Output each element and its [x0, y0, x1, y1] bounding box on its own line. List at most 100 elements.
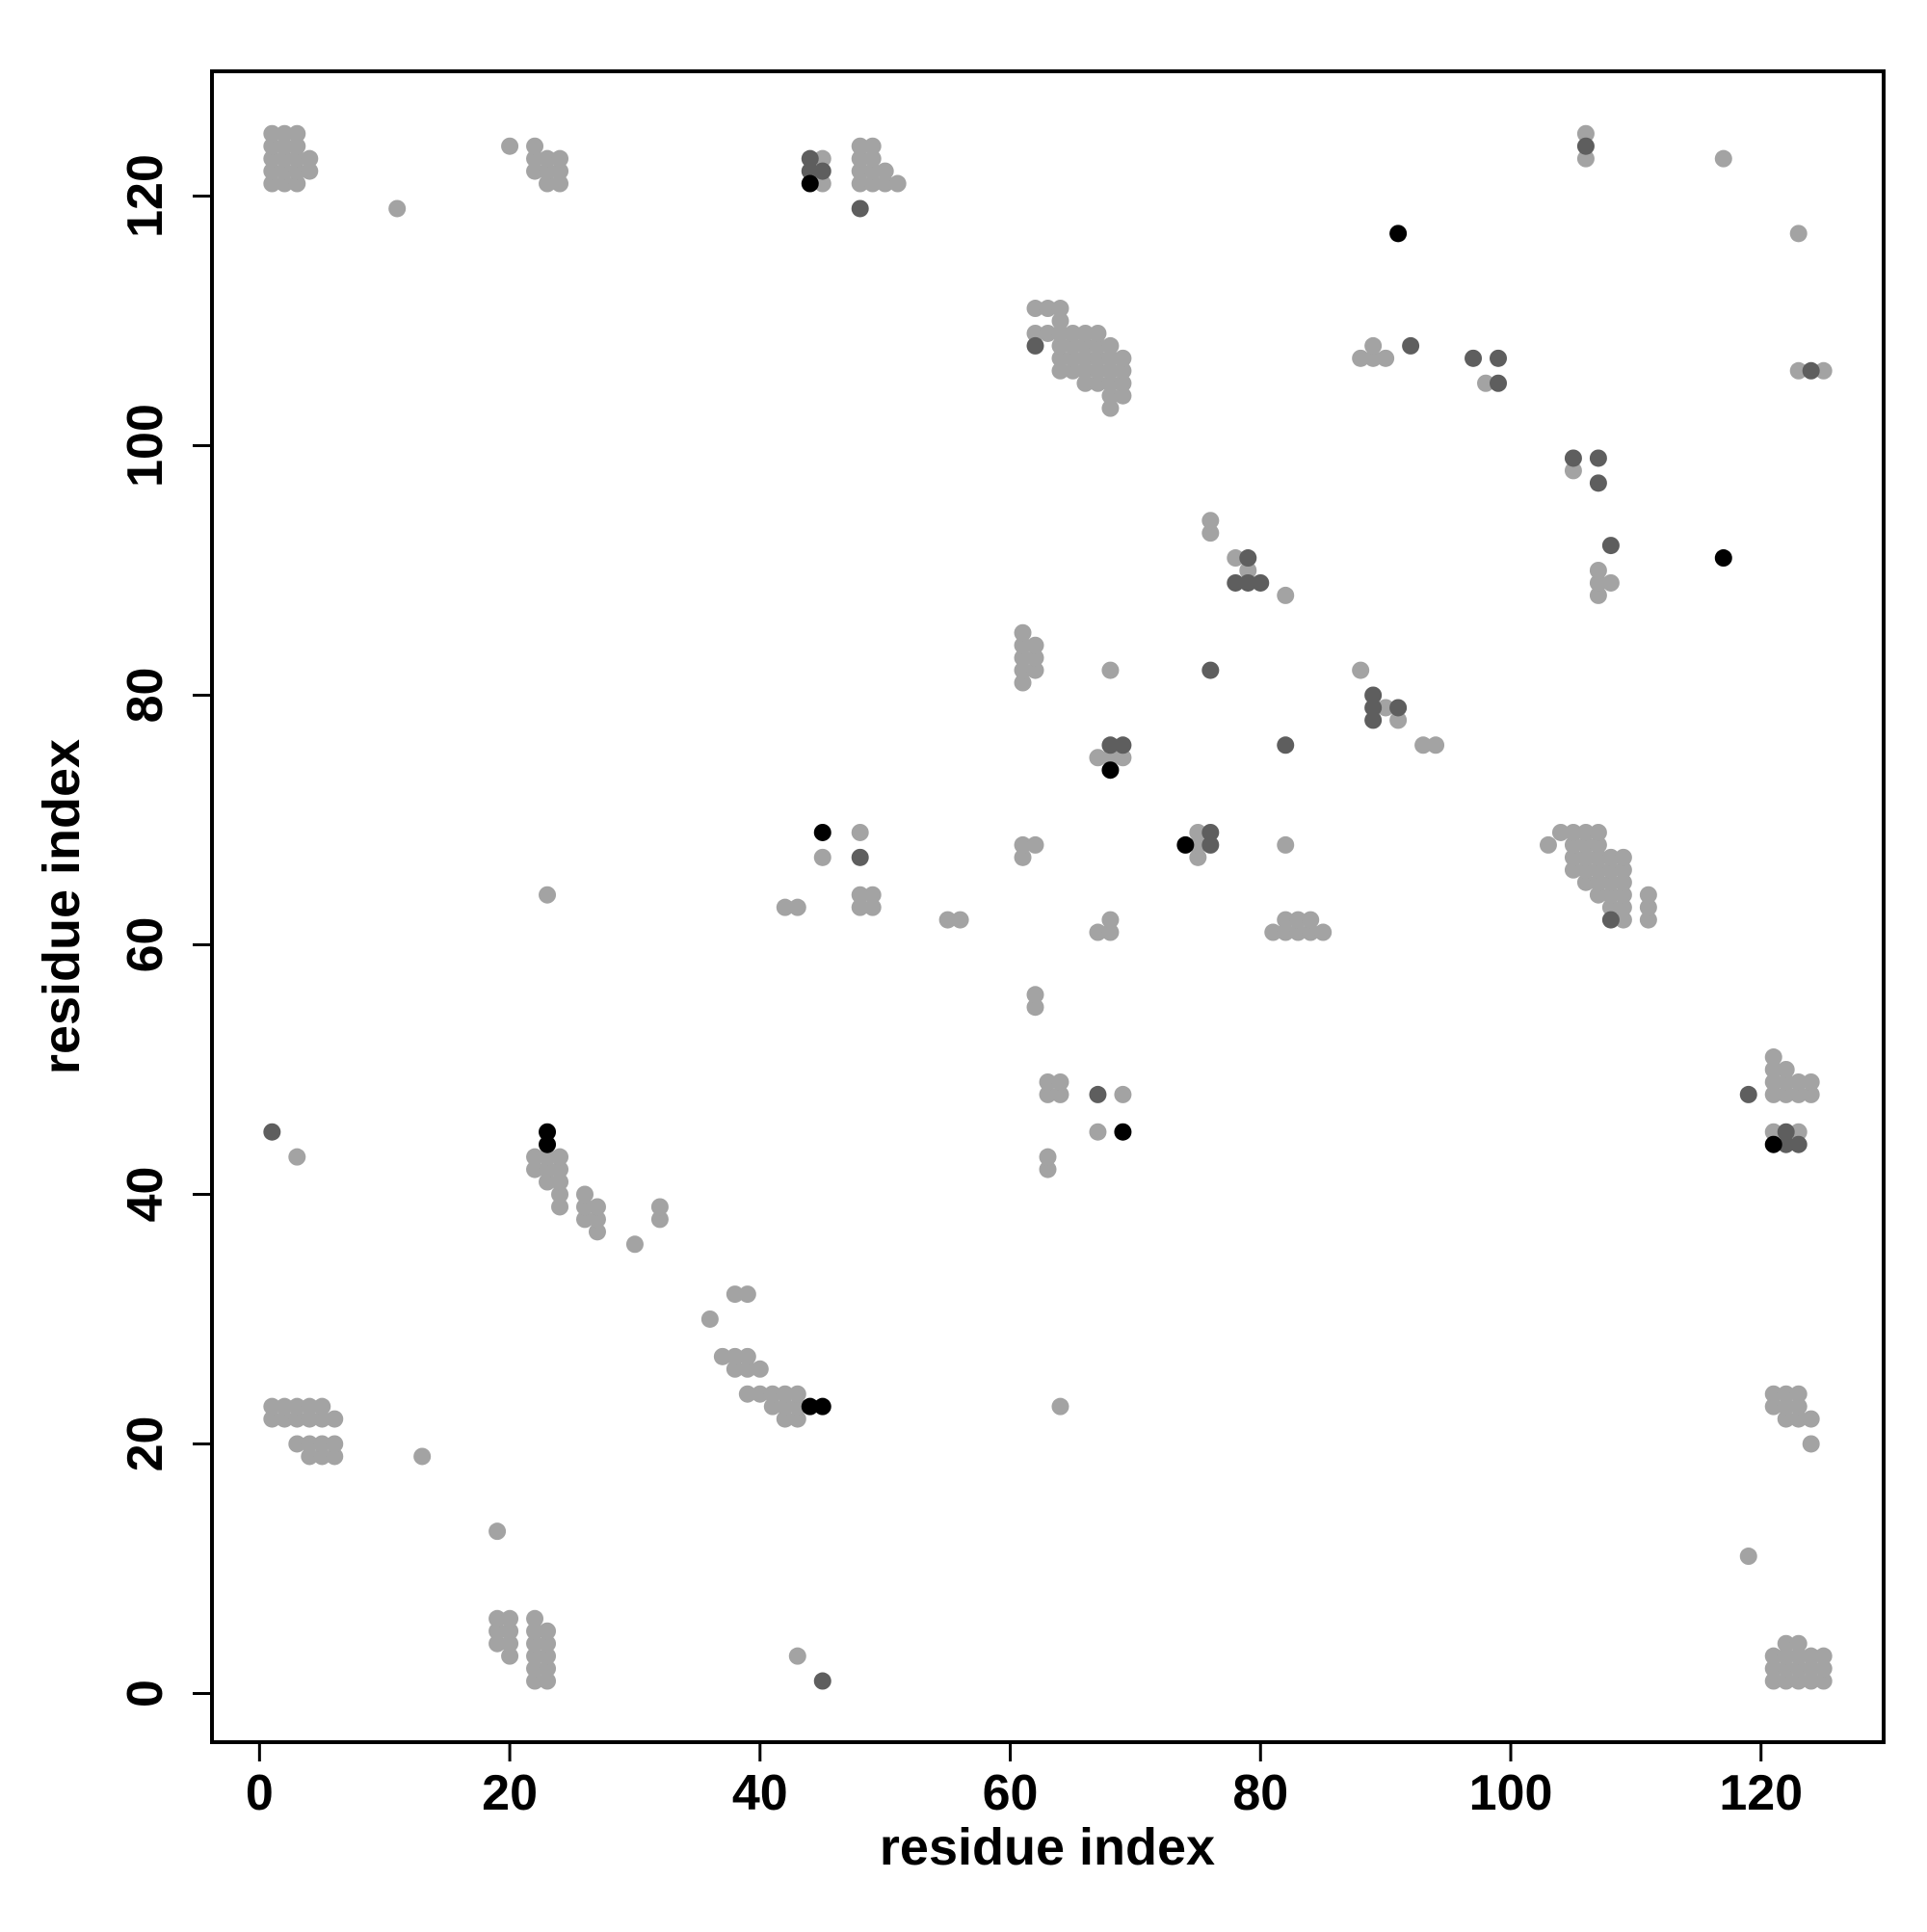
point: [1789, 1647, 1808, 1665]
point: [1389, 225, 1408, 243]
point: [1039, 324, 1057, 342]
x-tick-label: 0: [246, 1765, 274, 1821]
point: [1802, 1659, 1820, 1678]
point: [551, 1173, 569, 1191]
point: [1014, 848, 1032, 866]
point: [1364, 711, 1383, 729]
point: [539, 1173, 557, 1191]
point: [851, 174, 869, 193]
point: [1789, 1135, 1808, 1153]
point: [288, 149, 306, 168]
point: [263, 137, 281, 155]
point: [1039, 300, 1057, 318]
point: [1589, 561, 1607, 579]
point: [539, 1135, 557, 1153]
point: [1101, 399, 1120, 417]
point: [526, 1160, 544, 1178]
point: [1101, 923, 1120, 941]
point: [1789, 1634, 1808, 1653]
point: [1589, 823, 1607, 841]
point: [575, 1185, 594, 1204]
point: [1277, 835, 1295, 854]
point: [1777, 1385, 1795, 1403]
y-axis-label: residue index: [33, 739, 91, 1074]
point: [1614, 848, 1632, 866]
point: [801, 149, 819, 168]
point: [1764, 1659, 1782, 1678]
point: [1764, 1060, 1782, 1078]
point: [501, 137, 519, 155]
point: [1364, 686, 1383, 704]
point: [1101, 374, 1120, 392]
point: [851, 162, 869, 180]
point: [501, 1634, 519, 1653]
point: [301, 162, 319, 180]
point: [1739, 1548, 1757, 1566]
point: [1764, 1072, 1782, 1091]
y-tick-label: 20: [118, 1416, 173, 1472]
point: [1601, 873, 1620, 891]
point: [1302, 911, 1320, 929]
y-tick-label: 0: [118, 1680, 173, 1707]
point: [1764, 1048, 1782, 1067]
point: [288, 1435, 306, 1453]
point: [776, 898, 794, 916]
point: [1789, 1410, 1808, 1428]
point: [1114, 386, 1132, 405]
point: [1802, 1072, 1820, 1091]
point: [1026, 835, 1044, 854]
point: [1101, 736, 1120, 754]
point: [288, 137, 306, 155]
point: [1114, 374, 1132, 392]
point: [1576, 835, 1595, 854]
point: [1414, 736, 1433, 754]
point: [1289, 923, 1307, 941]
point: [1239, 549, 1257, 568]
point: [539, 174, 557, 193]
point: [1089, 336, 1107, 355]
point: [588, 1198, 606, 1216]
point: [1564, 860, 1582, 879]
point: [1614, 886, 1632, 904]
point: [1639, 898, 1657, 916]
point: [1189, 835, 1207, 854]
point: [1089, 349, 1107, 367]
y-tick-label: 100: [118, 404, 173, 488]
point: [813, 848, 832, 866]
point: [326, 1435, 344, 1453]
x-tick-label: 80: [1232, 1765, 1288, 1821]
point: [1777, 1085, 1795, 1103]
point: [738, 1347, 756, 1365]
point: [1352, 661, 1370, 679]
point: [1589, 573, 1607, 592]
point: [1076, 324, 1095, 342]
point: [1764, 1672, 1782, 1690]
point: [1777, 1647, 1795, 1665]
point: [1465, 349, 1483, 367]
point: [551, 1160, 569, 1178]
point: [288, 1148, 306, 1166]
point: [1364, 699, 1383, 717]
point: [1714, 549, 1732, 568]
point: [863, 149, 882, 168]
point: [1014, 835, 1032, 854]
point: [1576, 149, 1595, 168]
point: [301, 1397, 319, 1416]
point: [851, 898, 869, 916]
point: [951, 911, 969, 929]
point: [1589, 449, 1607, 467]
point: [1051, 1397, 1069, 1416]
point: [1101, 361, 1120, 380]
point: [539, 1123, 557, 1141]
point: [763, 1397, 781, 1416]
point: [539, 1634, 557, 1653]
point: [1764, 1135, 1782, 1153]
point: [1802, 1672, 1820, 1690]
point: [1564, 823, 1582, 841]
point: [1089, 1085, 1107, 1103]
point: [276, 162, 294, 180]
point: [851, 199, 869, 218]
point: [551, 162, 569, 180]
point: [1814, 1672, 1833, 1690]
point: [813, 162, 832, 180]
